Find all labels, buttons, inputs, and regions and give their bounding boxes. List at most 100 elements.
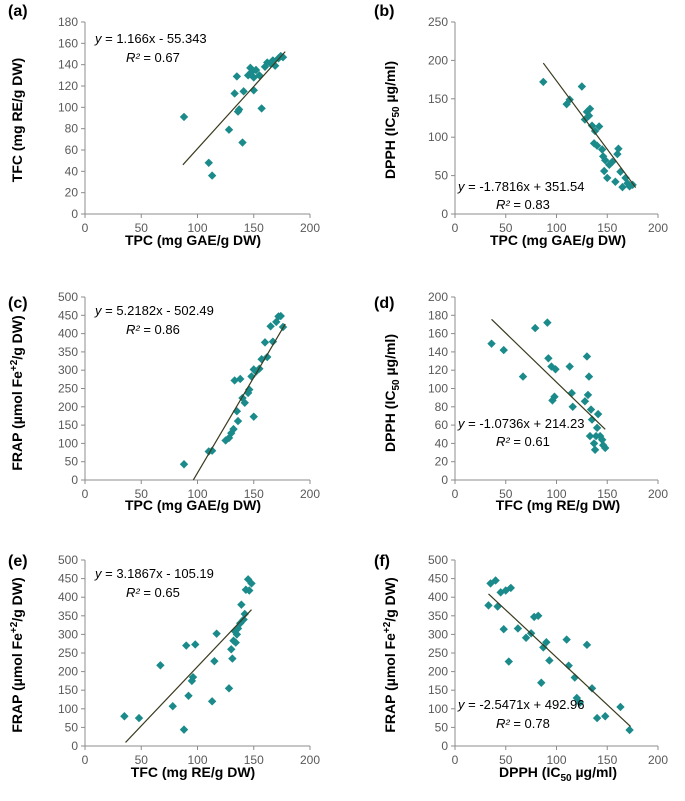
chart-panel-4: 0 20 40 60 80 100 120 140 160 180 200 0 50 100 150 200 y…: [374, 290, 668, 513]
data-point: [567, 388, 576, 398]
y-tick-label: 450: [58, 572, 78, 586]
data-point: [518, 372, 528, 381]
panel-label: (d): [374, 295, 394, 312]
data-point: [212, 629, 221, 638]
data-point: [582, 640, 592, 650]
r-squared: R² = 0.78: [496, 716, 550, 731]
y-tick-label: 180: [428, 308, 448, 322]
data-point: [584, 372, 594, 381]
data-point: [493, 602, 502, 611]
data-point: [179, 460, 189, 469]
y-tick-label: 20: [435, 455, 449, 469]
x-tick-label: 100: [546, 487, 566, 501]
data-point: [227, 645, 236, 654]
data-point: [499, 624, 508, 634]
chart-panel-1: 0 20 40 60 80 100 120 140 160 180 0 50 100 150 200 y = …: [8, 3, 320, 248]
x-tick-label: 0: [452, 221, 459, 235]
data-point: [562, 99, 571, 109]
data-point: [543, 318, 552, 327]
x-tick-label: 150: [597, 753, 617, 767]
x-tick-label: 50: [499, 487, 513, 501]
data-point: [232, 630, 242, 639]
data-point: [204, 158, 213, 167]
data-point: [589, 439, 599, 448]
data-point: [544, 354, 553, 363]
data-point: [539, 77, 548, 87]
data-point: [230, 376, 239, 385]
y-tick-label: 350: [58, 345, 78, 359]
data-point: [587, 121, 597, 130]
data-point: [592, 141, 602, 150]
data-point: [134, 713, 144, 723]
data-point: [487, 339, 496, 348]
y-axis-title: FRAP (µmol Fe+2/g DW): [382, 577, 398, 732]
trend-equation: y = -1.7816x + 351.54: [457, 179, 584, 194]
data-point: [243, 388, 253, 398]
data-point: [276, 311, 285, 321]
y-tick-label: 300: [58, 627, 78, 641]
y-tick-label: 500: [58, 553, 78, 567]
data-point: [491, 576, 500, 585]
data-point: [245, 586, 254, 595]
data-point: [268, 337, 278, 346]
data-point: [547, 362, 556, 371]
trend-equation: y = 3.1867x - 105.19: [94, 566, 214, 581]
y-tick-label: 100: [58, 100, 78, 114]
x-tick-label: 0: [82, 221, 89, 235]
data-point: [589, 139, 599, 148]
x-tick-label: 200: [300, 753, 320, 767]
x-tick-label: 150: [244, 753, 264, 767]
panel-label: (e): [8, 553, 28, 570]
y-tick-label: 0: [441, 207, 448, 221]
data-point: [611, 177, 620, 186]
x-tick-label: 50: [499, 753, 513, 767]
data-point: [575, 698, 585, 708]
data-point: [542, 638, 551, 647]
data-point: [590, 126, 600, 136]
data-point: [251, 65, 261, 75]
data-point: [565, 362, 574, 371]
data-point: [207, 446, 217, 455]
x-tick-label: 200: [300, 487, 320, 501]
data-point: [501, 586, 510, 595]
y-tick-label: 100: [58, 702, 78, 716]
data-point: [572, 693, 581, 703]
data-point: [238, 393, 247, 403]
data-point: [625, 725, 634, 735]
y-tick-label: 180: [58, 15, 78, 29]
data-point: [224, 433, 234, 443]
y-axis-title: FRAP (µmol Fe+2/g DW): [9, 577, 25, 732]
data-point: [240, 398, 249, 407]
panel-label: (a): [8, 3, 28, 20]
r-squared: R² = 0.86: [126, 322, 180, 337]
r-squared: R² = 0.67: [126, 50, 180, 65]
x-tick-label: 100: [546, 221, 566, 235]
data-point: [187, 676, 197, 686]
data-point: [239, 87, 248, 96]
x-tick-label: 150: [244, 221, 264, 235]
trend-equation: y = -2.5471x + 492.96: [457, 697, 584, 712]
data-point: [229, 424, 238, 434]
data-point: [548, 396, 557, 405]
y-tick-label: 140: [58, 58, 78, 72]
y-tick-label: 400: [58, 590, 78, 604]
y-tick-label: 450: [58, 308, 78, 322]
y-tick-label: 250: [428, 646, 448, 660]
data-point: [504, 657, 513, 666]
data-point: [227, 428, 236, 438]
trendline: [542, 62, 637, 188]
data-point: [247, 579, 256, 588]
data-point: [616, 167, 625, 176]
data-point: [584, 111, 594, 120]
x-tick-label: 100: [187, 753, 207, 767]
data-point: [230, 89, 239, 98]
data-point: [266, 322, 275, 331]
y-tick-label: 150: [428, 683, 448, 697]
data-point: [586, 405, 596, 414]
x-tick-label: 50: [499, 221, 513, 235]
data-point: [207, 697, 217, 706]
data-point: [598, 152, 608, 161]
x-axis-title: TPC (mg GAE/g DW): [125, 232, 261, 248]
y-tick-label: 150: [58, 418, 78, 432]
